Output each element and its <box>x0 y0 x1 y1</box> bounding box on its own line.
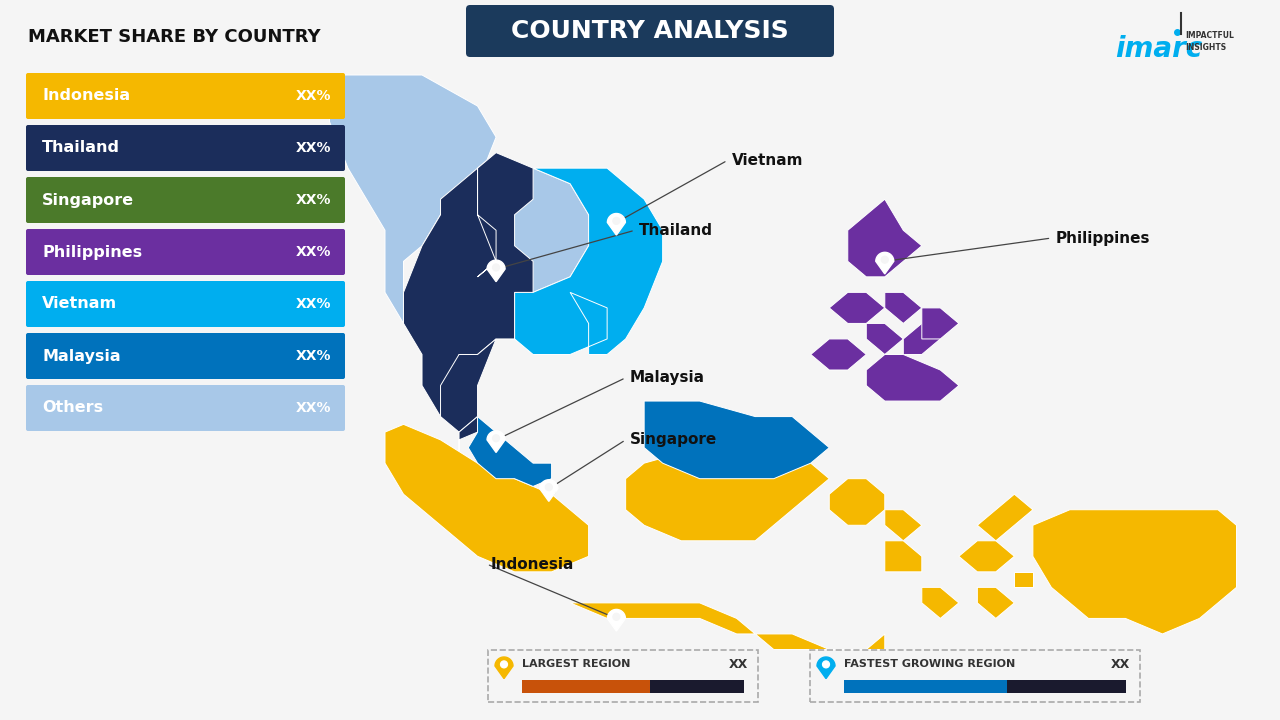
Text: Vietnam: Vietnam <box>731 153 803 168</box>
Text: COUNTRY ANALYSIS: COUNTRY ANALYSIS <box>511 19 788 43</box>
Bar <box>844 680 1007 693</box>
Polygon shape <box>847 199 922 277</box>
Circle shape <box>541 482 556 496</box>
Text: Singapore: Singapore <box>42 192 134 207</box>
Text: XX%: XX% <box>296 89 332 103</box>
Polygon shape <box>884 292 922 323</box>
Text: MARKET SHARE BY COUNTRY: MARKET SHARE BY COUNTRY <box>28 28 320 46</box>
Polygon shape <box>644 401 829 479</box>
Polygon shape <box>817 657 835 678</box>
Circle shape <box>613 613 620 620</box>
Polygon shape <box>477 153 589 292</box>
Text: XX%: XX% <box>296 349 332 363</box>
Polygon shape <box>608 214 626 235</box>
Text: LARGEST REGION: LARGEST REGION <box>522 659 630 669</box>
Circle shape <box>493 435 499 441</box>
Text: Thailand: Thailand <box>42 140 120 156</box>
Polygon shape <box>959 541 1014 572</box>
Text: Others: Others <box>42 400 104 415</box>
Text: XX%: XX% <box>296 401 332 415</box>
Polygon shape <box>876 252 893 274</box>
Polygon shape <box>884 541 922 572</box>
Polygon shape <box>515 168 663 354</box>
Polygon shape <box>755 634 884 649</box>
Polygon shape <box>626 448 829 541</box>
Text: Thailand: Thailand <box>639 222 713 238</box>
Polygon shape <box>540 480 558 501</box>
Polygon shape <box>329 75 497 354</box>
Text: FASTEST GROWING REGION: FASTEST GROWING REGION <box>844 659 1015 669</box>
Polygon shape <box>978 588 1014 618</box>
Polygon shape <box>488 260 506 282</box>
Text: Indonesia: Indonesia <box>490 557 575 572</box>
Polygon shape <box>978 494 1033 541</box>
FancyBboxPatch shape <box>26 281 346 327</box>
Text: Vietnam: Vietnam <box>42 297 118 312</box>
Polygon shape <box>904 323 941 354</box>
Circle shape <box>493 264 499 271</box>
Circle shape <box>823 661 829 668</box>
Polygon shape <box>488 431 506 452</box>
Polygon shape <box>884 510 922 541</box>
Bar <box>650 680 744 693</box>
Bar <box>1007 680 1126 693</box>
Text: IMPACTFUL
INSIGHTS: IMPACTFUL INSIGHTS <box>1185 31 1234 52</box>
Circle shape <box>500 661 507 668</box>
FancyBboxPatch shape <box>26 333 346 379</box>
FancyBboxPatch shape <box>26 177 346 223</box>
Polygon shape <box>922 588 959 618</box>
FancyBboxPatch shape <box>26 73 346 119</box>
Text: Indonesia: Indonesia <box>42 89 131 104</box>
Polygon shape <box>829 479 884 526</box>
Text: Malaysia: Malaysia <box>630 370 704 385</box>
Circle shape <box>545 484 552 490</box>
Text: Philippines: Philippines <box>1056 230 1149 246</box>
Text: XX%: XX% <box>296 297 332 311</box>
Text: Singapore: Singapore <box>630 433 717 447</box>
Polygon shape <box>1014 572 1033 588</box>
Polygon shape <box>922 308 959 339</box>
FancyBboxPatch shape <box>26 125 346 171</box>
Bar <box>522 680 650 693</box>
Polygon shape <box>468 417 552 487</box>
Text: Malaysia: Malaysia <box>42 348 120 364</box>
Text: Philippines: Philippines <box>42 245 142 259</box>
Polygon shape <box>460 417 477 487</box>
Polygon shape <box>515 292 607 354</box>
Polygon shape <box>440 339 497 432</box>
FancyBboxPatch shape <box>26 229 346 275</box>
FancyBboxPatch shape <box>26 385 346 431</box>
Polygon shape <box>829 292 884 323</box>
Polygon shape <box>570 603 755 634</box>
Text: XX%: XX% <box>296 245 332 259</box>
Text: XX: XX <box>1111 657 1130 670</box>
Text: imarc: imarc <box>1115 35 1202 63</box>
Polygon shape <box>1033 510 1236 634</box>
Polygon shape <box>608 609 626 631</box>
Polygon shape <box>867 354 959 401</box>
Circle shape <box>613 217 620 225</box>
FancyBboxPatch shape <box>466 5 835 57</box>
Polygon shape <box>385 424 589 572</box>
Circle shape <box>882 256 888 263</box>
Text: XX%: XX% <box>296 141 332 155</box>
Polygon shape <box>403 153 532 432</box>
Polygon shape <box>867 323 904 354</box>
Text: XX: XX <box>728 657 748 670</box>
Polygon shape <box>495 657 513 678</box>
Polygon shape <box>810 339 867 370</box>
Text: XX%: XX% <box>296 193 332 207</box>
